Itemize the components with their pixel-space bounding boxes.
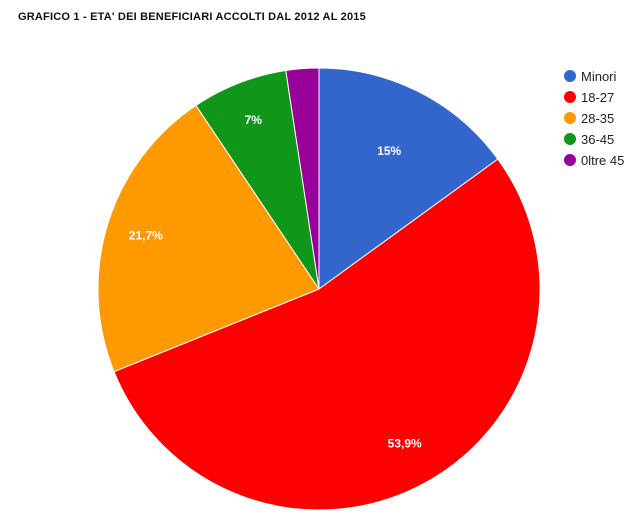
pie-slice-0ltre-45[interactable] [285,67,320,290]
data-label: 53,9% [388,437,422,451]
legend-item-label[interactable]: Minori [581,69,617,84]
legend-item-label[interactable]: 18-27 [581,90,614,105]
slice-labels: 15% 53,9% 21,7% 7% [129,113,422,451]
pie-slices [97,67,541,511]
legend-swatch [564,133,576,145]
legend-swatch [564,112,576,124]
pie-slice-minori[interactable] [318,67,499,290]
data-label: 21,7% [129,229,163,243]
legend-item-label[interactable]: 28-35 [581,111,614,126]
data-label: 7% [245,113,263,127]
legend-item-label[interactable]: 36-45 [581,132,614,147]
legend-swatch [564,70,576,82]
legend-swatch [564,154,576,166]
legend: Minori 18-27 28-35 36-45 0ltre 45 [564,69,624,168]
pie-slice-28-35[interactable] [97,104,320,373]
legend-swatch [564,91,576,103]
data-label: 15% [377,144,401,158]
legend-item-label[interactable]: 0ltre 45 [581,153,624,168]
pie-slice-18-27[interactable] [113,158,541,511]
chart-title: GRAFICO 1 - ETA' DEI BENEFICIARI ACCOLTI… [18,11,366,23]
